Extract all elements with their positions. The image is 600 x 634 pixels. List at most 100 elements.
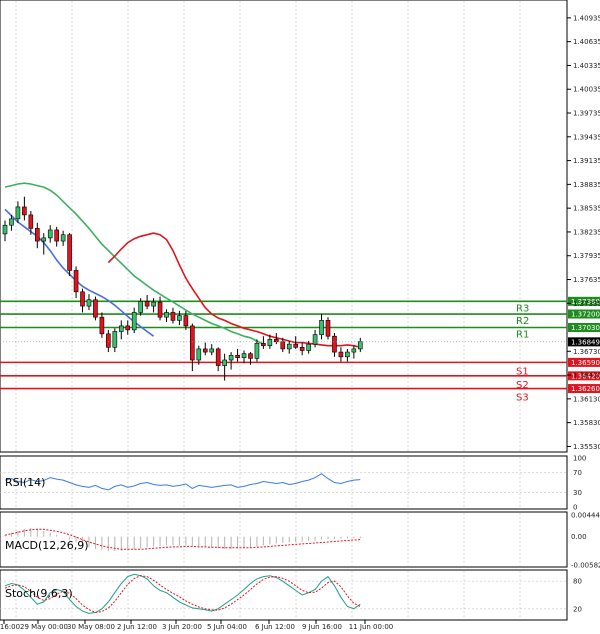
candle — [80, 288, 85, 313]
candle-body — [254, 343, 260, 359]
y-tick-label: 1.38235 — [573, 228, 600, 236]
candle — [28, 210, 34, 235]
macd-tick-label: 0.004445 — [571, 512, 600, 520]
y-tick-label: 1.37335 — [573, 300, 600, 308]
candle-body — [138, 301, 143, 313]
candle — [73, 266, 79, 299]
candle-body — [60, 234, 66, 242]
candle-body — [202, 348, 208, 353]
candle-body — [306, 343, 311, 351]
candle-body — [338, 351, 344, 358]
candle — [131, 307, 137, 334]
candle-body — [177, 315, 182, 321]
pivot-price-tag — [568, 322, 600, 332]
candle — [222, 353, 227, 381]
candle — [299, 342, 305, 356]
candle-body — [183, 315, 189, 327]
pivot-price-tag — [568, 309, 600, 319]
candle — [99, 312, 105, 338]
y-tick-label: 1.35530 — [573, 443, 600, 451]
slow-moving-average-line — [4, 182, 264, 345]
candle-body — [286, 343, 292, 350]
candle-body — [41, 237, 47, 242]
x-tick-label: 5 Jun 04:00 — [207, 623, 247, 631]
candle-body — [235, 354, 240, 358]
candle-body — [67, 234, 72, 271]
x-tick-label: 3 Jun 20:00 — [162, 623, 202, 631]
candle — [286, 340, 292, 354]
pivot-label-s2: S2 — [516, 380, 529, 391]
pivot-price-text: 1.37360 — [571, 298, 600, 306]
y-tick-label: 1.39735 — [573, 110, 600, 118]
candle-body — [241, 353, 247, 358]
rsi-tick-label: 100 — [573, 455, 586, 463]
stoch-label: Stoch(9,6,3) — [5, 587, 73, 600]
candle — [248, 352, 253, 365]
x-tick-label: 9 Jun 16:00 — [302, 623, 342, 631]
candle-body — [22, 206, 27, 216]
macd-panel — [0, 511, 568, 568]
rsi-line — [4, 473, 361, 491]
x-tick-label: 16:00 — [0, 623, 20, 631]
candle — [86, 294, 92, 311]
current-price-tag — [568, 337, 600, 347]
candle-body — [54, 229, 59, 242]
candle-body — [93, 299, 98, 318]
macd-label: MACD(12,26,9) — [5, 539, 89, 552]
candle — [312, 329, 318, 348]
candle-body — [312, 334, 318, 345]
candle-body — [151, 301, 156, 307]
candle — [144, 294, 150, 310]
stoch-tick-label: 20 — [573, 605, 582, 613]
candle-body — [196, 348, 202, 361]
candle-body — [28, 214, 34, 229]
pivot-label-r2: R2 — [516, 316, 529, 327]
candle-body — [131, 312, 137, 331]
candle-body — [293, 343, 299, 348]
candle — [241, 350, 247, 364]
candle-body — [222, 359, 227, 366]
candle — [157, 296, 163, 321]
candle — [267, 334, 273, 349]
candle-body — [357, 341, 363, 350]
y-tick-label: 1.36130 — [573, 395, 600, 403]
rsi-tick-label: 0 — [573, 504, 577, 512]
y-tick-label: 1.36730 — [573, 348, 600, 356]
candle — [22, 196, 27, 221]
candle-body — [274, 339, 279, 343]
pivot-price-tag — [568, 357, 600, 367]
candle — [15, 201, 21, 223]
candle — [345, 348, 350, 362]
rsi-tick-label: 30 — [573, 489, 582, 497]
candle-body — [319, 320, 324, 335]
candle-body — [267, 339, 273, 347]
y-tick-label: 1.39135 — [573, 157, 600, 165]
candle-body — [325, 320, 331, 337]
x-tick-label: 11 Jun 00:00 — [349, 623, 393, 631]
y-tick-label: 1.40335 — [573, 62, 600, 70]
candle — [41, 233, 47, 255]
candle — [190, 323, 195, 372]
candle — [67, 233, 72, 276]
candle — [118, 320, 124, 340]
candle-body — [190, 325, 195, 361]
y-tick-label: 1.40035 — [573, 86, 600, 94]
candle-body — [351, 348, 357, 353]
stoch-signal-line — [4, 575, 361, 614]
candle-body — [34, 228, 40, 242]
candle — [170, 307, 176, 324]
stoch-tick-label: 80 — [573, 578, 582, 586]
candle — [306, 340, 311, 354]
pivot-label-r1: R1 — [516, 329, 529, 340]
pivot-label-s3: S3 — [516, 393, 529, 404]
candle-body — [86, 299, 92, 307]
candle — [325, 317, 331, 340]
x-tick-label: 29 May 00:00 — [20, 623, 68, 631]
pivot-price-tag — [568, 296, 600, 306]
y-tick-label: 1.36430 — [573, 372, 600, 380]
pivot-price-text: 1.36420 — [571, 372, 600, 380]
macd-tick-label: -0.005827 — [571, 562, 600, 570]
candle-body — [215, 348, 221, 366]
candle — [183, 310, 189, 330]
candle — [338, 347, 344, 362]
